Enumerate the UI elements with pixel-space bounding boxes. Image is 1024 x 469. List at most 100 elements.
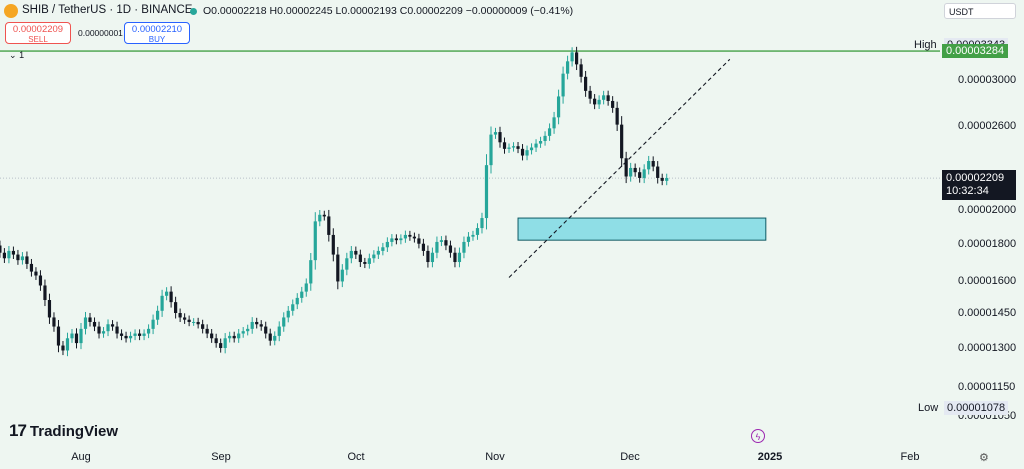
candle — [264, 326, 268, 334]
candle — [516, 146, 520, 149]
candle — [624, 158, 628, 177]
candle — [574, 52, 579, 65]
candle — [20, 256, 25, 261]
tradingview-mark-icon: 17 — [9, 421, 27, 440]
candle — [561, 73, 565, 97]
support-zone[interactable] — [517, 217, 767, 241]
y-tick-label: 0.00001300 — [958, 342, 1017, 354]
candle — [309, 260, 313, 284]
candle — [237, 333, 241, 339]
candle — [381, 247, 385, 251]
candle — [656, 166, 660, 178]
candle — [597, 99, 601, 105]
candle — [651, 160, 655, 167]
candle — [313, 221, 317, 261]
candle — [246, 328, 250, 332]
x-tick-label: Oct — [347, 451, 365, 463]
candle — [593, 98, 597, 105]
candle — [570, 52, 574, 62]
candle — [259, 324, 263, 327]
chevron-down-icon: ⌄ — [9, 50, 17, 60]
candle — [16, 254, 20, 261]
candle — [196, 321, 200, 325]
candle — [584, 76, 588, 91]
candle — [475, 228, 480, 235]
candle — [534, 143, 538, 148]
resistance-price-label[interactable]: 0.00003284 — [942, 44, 1009, 58]
candle — [399, 238, 403, 241]
event-bolt-icon[interactable]: ϟ — [751, 429, 765, 443]
candle — [435, 241, 439, 253]
candle — [426, 250, 430, 263]
candle — [282, 317, 286, 327]
indicator-count: 1 — [19, 50, 25, 60]
candle — [300, 291, 304, 298]
candle — [629, 167, 633, 177]
candle — [47, 300, 52, 318]
candle — [602, 95, 606, 100]
low-value: 0.00001078 — [944, 401, 1009, 415]
candle — [137, 333, 142, 336]
trendline[interactable] — [508, 58, 731, 278]
candle — [638, 172, 642, 178]
candle — [331, 234, 335, 255]
currency-selector[interactable]: USDT — [944, 3, 1016, 19]
y-tick-label: 0.00002000 — [958, 203, 1017, 216]
candle — [363, 262, 367, 264]
tradingview-logo[interactable]: 17 TradingView — [9, 421, 118, 441]
candle — [187, 319, 191, 322]
candle — [106, 324, 110, 332]
last-price-label: 0.00002209 10:32:34 — [942, 170, 1016, 201]
candle-series — [0, 46, 669, 357]
buy-label: BUY — [148, 35, 166, 44]
candle — [192, 321, 196, 323]
candle — [484, 165, 489, 219]
bar-countdown: 10:32:34 — [946, 185, 989, 198]
candle — [25, 256, 29, 264]
symbol-title[interactable]: SHIB / TetherUS · 1D · BINANCE — [22, 4, 193, 16]
candle — [205, 328, 209, 334]
candle — [273, 335, 277, 341]
buy-button[interactable]: 0.00002210 BUY — [124, 22, 190, 44]
candle — [169, 291, 173, 303]
y-tick-label: 0.00001150 — [958, 381, 1016, 394]
candle — [241, 331, 245, 334]
gear-icon[interactable]: ⚙ — [979, 452, 989, 464]
candle — [61, 345, 65, 351]
candle — [142, 333, 146, 336]
spread-value: 0.00000001 — [78, 28, 123, 38]
candle — [97, 326, 101, 334]
candle — [101, 331, 106, 334]
candle — [133, 333, 137, 336]
ohlc-values: O0.00002218 H0.00002245 L0.00002193 C0.0… — [203, 5, 574, 17]
candle — [223, 338, 227, 348]
candle — [385, 241, 389, 248]
candle — [358, 254, 362, 263]
sell-button[interactable]: 0.00002209 SELL — [5, 22, 71, 44]
low-tag: Low — [918, 402, 939, 414]
candle — [165, 291, 169, 296]
candle — [498, 132, 502, 143]
candle — [642, 169, 646, 178]
candle — [56, 326, 61, 346]
candle — [453, 252, 457, 263]
candle — [556, 96, 561, 118]
chart-header: SHIB / TetherUS · 1D · BINANCE O0.000022… — [0, 0, 1024, 22]
candle — [417, 238, 421, 244]
x-tick-label: Aug — [71, 451, 91, 463]
high-tag: High — [914, 39, 937, 52]
candle — [372, 254, 376, 259]
candle — [439, 240, 444, 242]
collapse-indicators-button[interactable]: ⌄ 1 — [9, 50, 24, 61]
candle — [304, 283, 308, 292]
candle — [520, 148, 525, 156]
candle — [214, 338, 218, 344]
candle — [633, 167, 637, 173]
candle — [529, 147, 534, 151]
candle — [29, 263, 34, 272]
candle — [318, 214, 322, 222]
candle — [115, 326, 119, 334]
candle — [160, 295, 164, 311]
last-price-value: 0.00002209 — [946, 172, 1005, 185]
